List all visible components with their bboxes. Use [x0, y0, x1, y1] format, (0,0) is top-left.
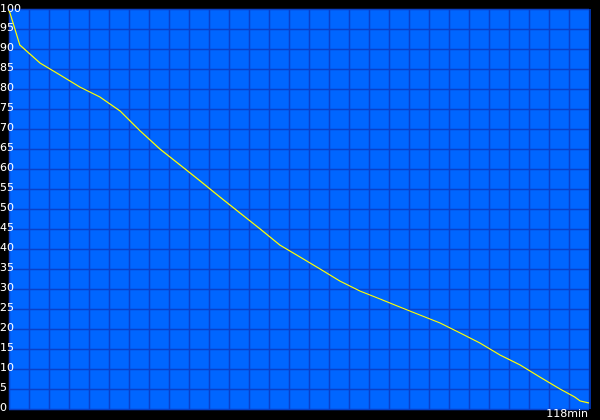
y-tick-label: 55: [0, 181, 14, 194]
y-tick-label: 85: [0, 61, 14, 74]
y-tick-label: 5: [0, 381, 7, 394]
y-tick-label: 15: [0, 341, 14, 354]
y-tick-label: 25: [0, 301, 14, 314]
y-tick-label: 45: [0, 221, 14, 234]
y-tick-label: 20: [0, 321, 14, 334]
y-tick-label: 40: [0, 241, 14, 254]
y-tick-label: 100: [0, 2, 21, 15]
y-tick-label: 0: [0, 401, 7, 414]
y-tick-label: 10: [0, 361, 14, 374]
y-tick-label: 50: [0, 201, 14, 214]
y-tick-labels: 0 5 10 15 20 25 30 35 40 45 50 55 60 65 70 75 80 85 90 95 10…: [0, 2, 21, 414]
y-tick-label: 95: [0, 21, 14, 34]
grid: [8, 8, 591, 411]
y-tick-label: 65: [0, 141, 14, 154]
y-tick-label: 70: [0, 121, 14, 134]
y-tick-label: 60: [0, 161, 14, 174]
y-tick-label: 35: [0, 261, 14, 274]
y-tick-label: 90: [0, 41, 14, 54]
y-tick-label: 30: [0, 281, 14, 294]
y-tick-label: 75: [0, 101, 14, 114]
x-end-label: 118min: [546, 407, 588, 420]
series-line: [8, 10, 590, 404]
y-tick-label: 80: [0, 81, 14, 94]
